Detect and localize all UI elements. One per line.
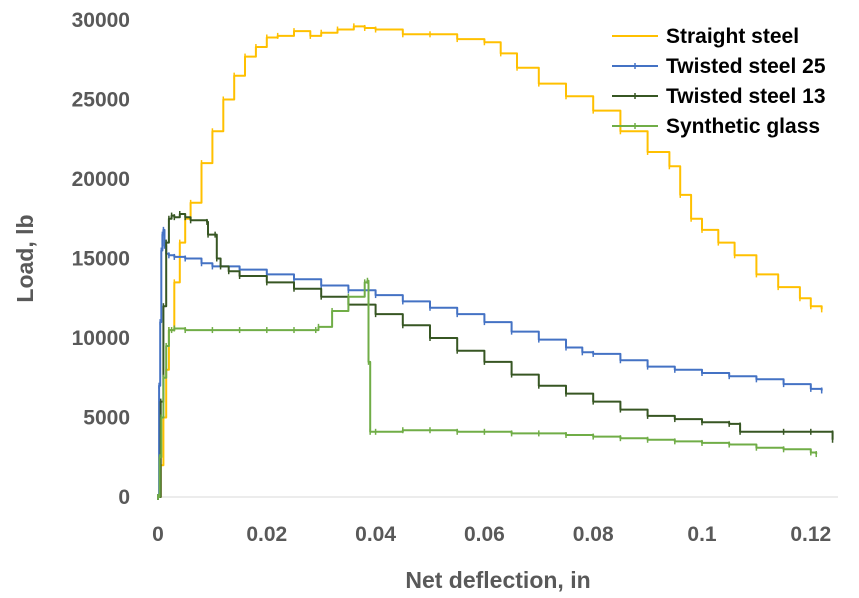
x-tick-labels: 0 0.02 0.04 0.06 0.08 0.1 0.12 — [152, 523, 831, 546]
y-tick-label: 15000 — [72, 248, 130, 271]
legend-label: Twisted steel 13 — [666, 85, 826, 108]
series-markers-2 — [157, 210, 834, 500]
y-tick-label: 30000 — [72, 9, 130, 32]
x-tick-label: 0.02 — [246, 523, 287, 546]
legend-label: Twisted steel 25 — [666, 55, 826, 78]
series-markers-3 — [157, 277, 817, 500]
x-tick-label: 0.04 — [355, 523, 396, 546]
x-tick-label: 0.1 — [687, 523, 717, 546]
series-lines — [157, 23, 834, 500]
y-tick-labels: 0 5000 10000 15000 20000 25000 30000 — [72, 9, 130, 509]
x-tick-label: 0.08 — [573, 523, 614, 546]
x-tick-label: 0.12 — [790, 523, 831, 546]
y-tick-label: 10000 — [72, 327, 130, 350]
y-tick-label: 5000 — [83, 407, 130, 430]
y-tick-label: 0 — [118, 486, 130, 509]
x-tick-label: 0 — [152, 523, 164, 546]
series-markers-1 — [157, 226, 823, 500]
series-line-2 — [158, 213, 834, 498]
x-tick-label: 0.06 — [464, 523, 505, 546]
y-axis-title: Load, lb — [12, 214, 38, 302]
y-tick-label: 25000 — [72, 89, 130, 112]
legend: Straight steel Twisted steel 25 Twisted st… — [612, 25, 826, 138]
legend-label: Synthetic glass — [666, 115, 820, 138]
legend-label: Straight steel — [666, 25, 799, 48]
x-axis-title: Net deflection, in — [405, 567, 590, 593]
series-line-1 — [158, 228, 823, 498]
y-tick-label: 20000 — [72, 168, 130, 191]
series-line-3 — [158, 279, 818, 498]
